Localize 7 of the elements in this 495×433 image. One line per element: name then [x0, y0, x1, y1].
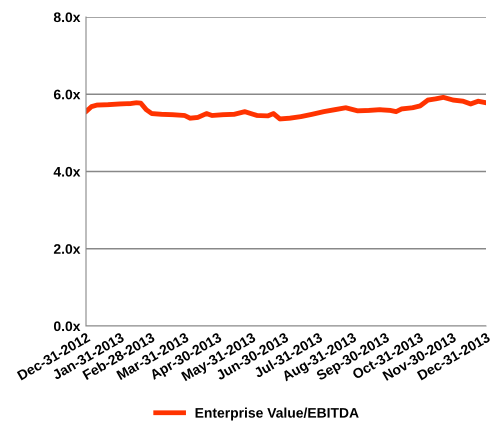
y-tick-label: 4.0x [54, 166, 80, 177]
line-series [86, 94, 486, 122]
y-tick-label: 8.0x [54, 12, 80, 22]
y-tick-label: 2.0x [54, 244, 80, 254]
y-tick-label: 0.0x [54, 321, 80, 332]
legend-label: Enterprise Value/EBITDA [196, 408, 359, 420]
y-tick-label: 6.0x [54, 90, 80, 100]
